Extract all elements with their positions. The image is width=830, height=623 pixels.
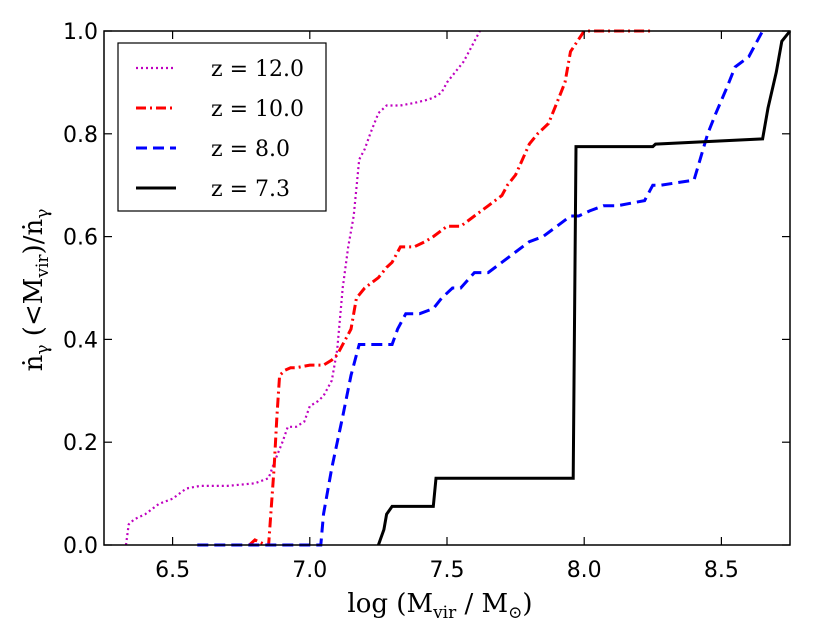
legend-box [117, 42, 327, 212]
axis-ticks: 6.5 7.0 7.5 8.0 8.5 0.0 0.2 0.4 0.6 0.8 1.0 [63, 20, 790, 583]
y-tick-label: 0.0 [63, 534, 98, 559]
legend-label-3: z = 7.3 [211, 177, 290, 202]
y-tick-label: 0.4 [63, 328, 98, 353]
series-line-3 [376, 30, 792, 546]
y-tick-label: 1.0 [63, 20, 98, 45]
y-tick-label: 0.8 [63, 123, 98, 148]
legend: z = 12.0 z = 10.0 z = 8.0 z = 7.3 [117, 42, 327, 212]
x-tick-label: 7.0 [292, 558, 327, 583]
y-axis-label: ṅγ (<Mvir)/ṅγ [19, 209, 53, 372]
plot-area [124, 29, 792, 547]
series-line-1 [248, 29, 653, 547]
series-line-2 [197, 30, 764, 547]
legend-label-0: z = 12.0 [211, 57, 304, 82]
x-tick-label: 7.5 [430, 558, 465, 583]
x-tick-label: 8.0 [567, 558, 602, 583]
y-tick-label: 0.2 [63, 431, 98, 456]
x-axis-label: log (Mvir / M⊙) [347, 589, 532, 623]
x-tick-label: 6.5 [155, 558, 190, 583]
legend-label-2: z = 8.0 [211, 137, 290, 162]
series-line-0 [124, 30, 481, 546]
x-tick-label: 8.5 [704, 558, 739, 583]
y-tick-label: 0.6 [63, 226, 98, 251]
legend-label-1: z = 10.0 [211, 97, 304, 122]
